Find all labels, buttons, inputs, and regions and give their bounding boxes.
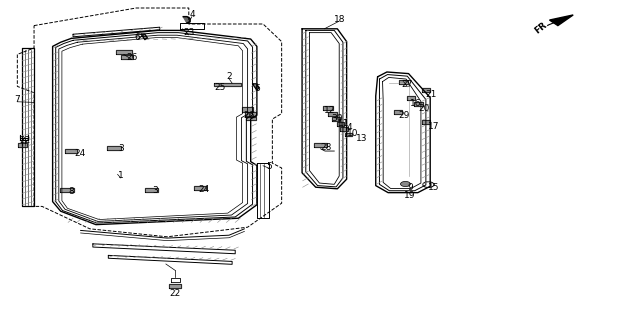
Text: 30: 30 xyxy=(332,114,343,123)
Text: FR.: FR. xyxy=(533,19,552,36)
Text: 6: 6 xyxy=(254,84,260,93)
Polygon shape xyxy=(340,127,348,131)
Text: 3: 3 xyxy=(118,144,124,153)
Polygon shape xyxy=(107,146,121,150)
Polygon shape xyxy=(145,188,158,192)
Text: 4: 4 xyxy=(347,124,353,132)
Text: 21: 21 xyxy=(425,90,436,99)
Text: 2: 2 xyxy=(226,72,232,81)
Text: 20: 20 xyxy=(418,104,430,113)
Text: 12: 12 xyxy=(324,106,335,115)
Text: 23: 23 xyxy=(183,28,194,37)
Text: 15: 15 xyxy=(428,183,439,192)
Polygon shape xyxy=(65,149,77,153)
Text: 17: 17 xyxy=(428,122,439,131)
Polygon shape xyxy=(246,117,256,120)
Text: 27: 27 xyxy=(402,80,413,89)
Text: 22: 22 xyxy=(19,136,30,145)
Polygon shape xyxy=(414,102,423,106)
Polygon shape xyxy=(323,106,333,110)
Text: 26: 26 xyxy=(126,53,137,62)
Polygon shape xyxy=(242,108,253,111)
Polygon shape xyxy=(422,120,430,124)
Text: 6: 6 xyxy=(134,33,141,42)
Circle shape xyxy=(400,181,410,187)
Polygon shape xyxy=(422,88,430,92)
Polygon shape xyxy=(121,55,133,59)
Text: 16: 16 xyxy=(410,99,422,108)
Polygon shape xyxy=(141,34,147,40)
Text: 26: 26 xyxy=(244,111,255,120)
Text: 4: 4 xyxy=(189,10,195,19)
Text: 29: 29 xyxy=(398,111,409,120)
Polygon shape xyxy=(18,143,27,147)
Polygon shape xyxy=(394,110,402,114)
Polygon shape xyxy=(337,122,344,125)
Text: 5: 5 xyxy=(266,162,272,171)
Polygon shape xyxy=(116,50,132,54)
Text: 25: 25 xyxy=(214,84,225,92)
Text: 19: 19 xyxy=(404,191,415,200)
Text: 7: 7 xyxy=(14,95,20,104)
Text: 24: 24 xyxy=(75,149,86,158)
Polygon shape xyxy=(245,112,256,116)
Polygon shape xyxy=(332,117,340,121)
Text: 11: 11 xyxy=(339,119,350,128)
Polygon shape xyxy=(314,143,327,147)
Polygon shape xyxy=(183,17,190,23)
Text: 18: 18 xyxy=(334,15,345,24)
Polygon shape xyxy=(253,84,259,90)
Polygon shape xyxy=(60,188,74,192)
Polygon shape xyxy=(194,186,206,190)
Polygon shape xyxy=(407,96,415,100)
Text: 10: 10 xyxy=(347,129,358,138)
Text: 13: 13 xyxy=(356,134,367,143)
Polygon shape xyxy=(328,112,337,116)
Text: 24: 24 xyxy=(199,185,210,194)
Polygon shape xyxy=(399,80,408,84)
Text: 22: 22 xyxy=(170,289,181,298)
Text: 8: 8 xyxy=(68,188,74,196)
Polygon shape xyxy=(550,15,573,26)
Text: 1: 1 xyxy=(118,172,124,180)
Text: 9: 9 xyxy=(407,183,413,192)
Text: 28: 28 xyxy=(320,143,331,152)
Polygon shape xyxy=(214,83,241,86)
Polygon shape xyxy=(345,133,352,136)
Polygon shape xyxy=(169,284,181,288)
Text: 3: 3 xyxy=(152,186,158,195)
